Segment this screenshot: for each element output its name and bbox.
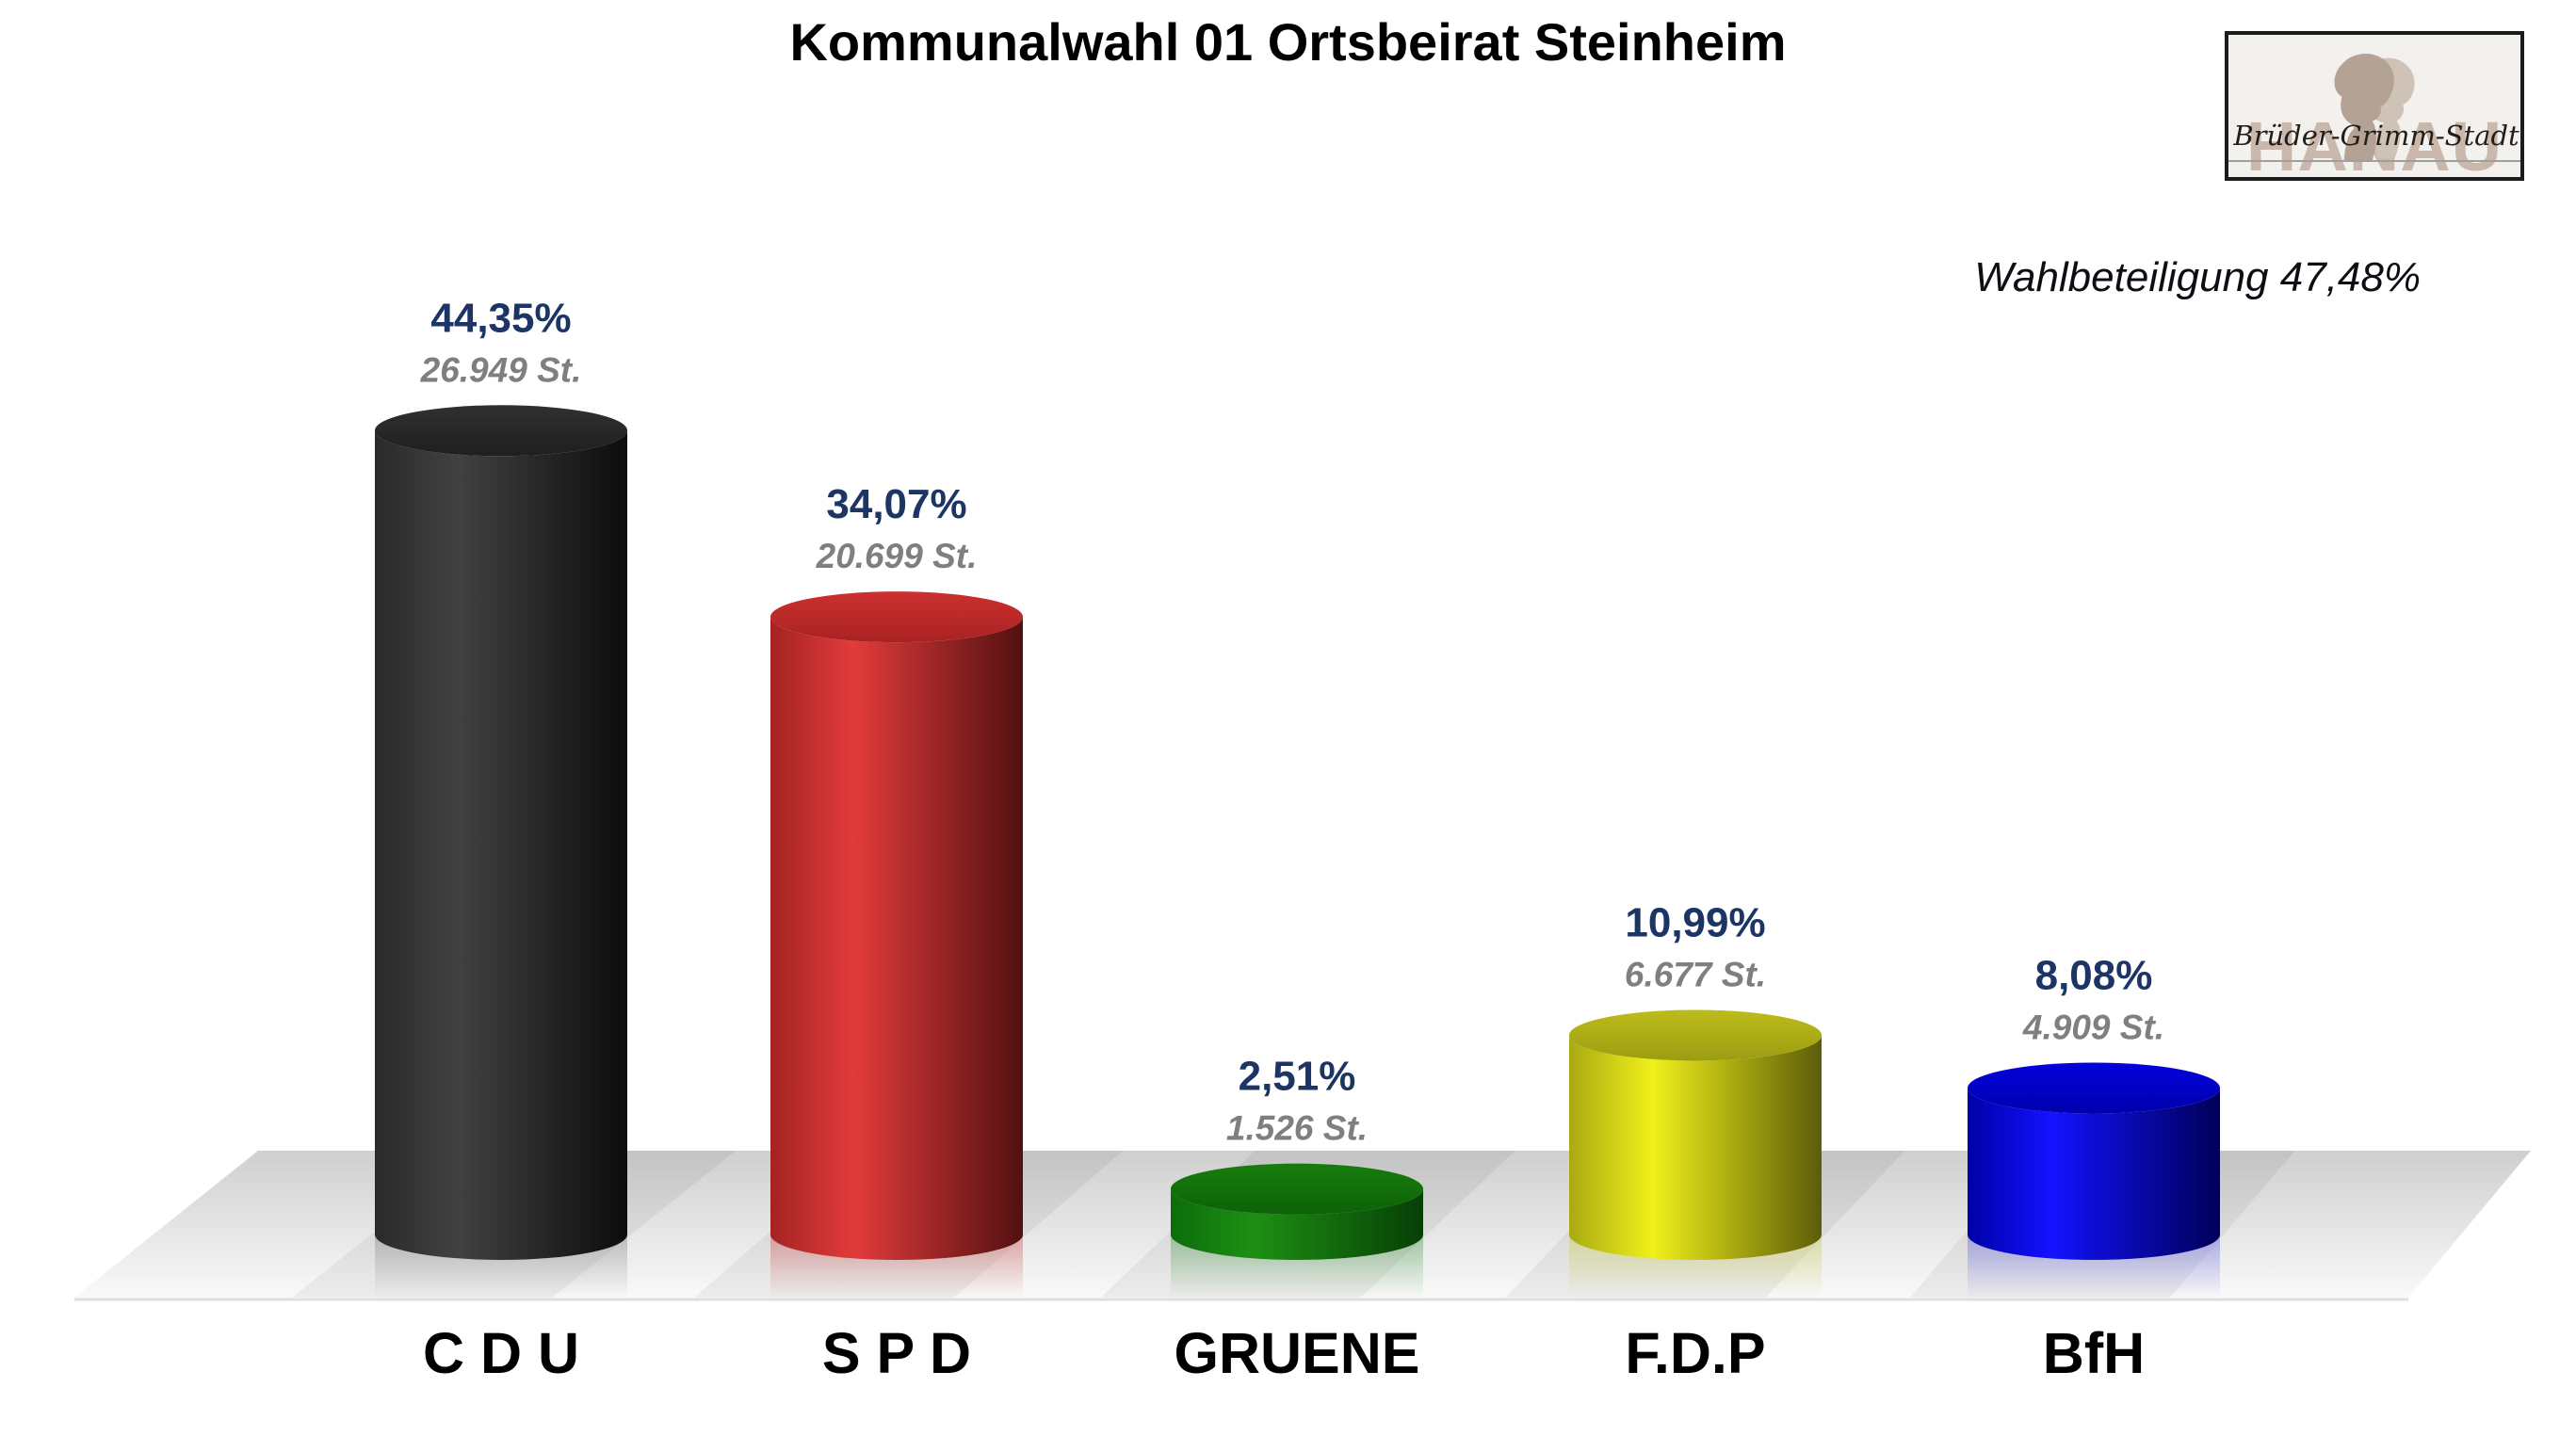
bar-votes-label: 6.677 St. xyxy=(1625,955,1766,993)
bar-percent-label: 8,08% xyxy=(2035,952,2153,998)
cylinder-top xyxy=(1569,1009,1822,1061)
cylinder-top xyxy=(375,405,627,457)
bar-reflection xyxy=(1171,1234,1423,1298)
grimm-brothers-icon xyxy=(2334,54,2415,161)
category-label: F.D.P xyxy=(1625,1321,1765,1385)
bar-votes-label: 4.909 St. xyxy=(2022,1008,2164,1046)
bar-reflection xyxy=(1569,1234,1822,1298)
chart-title: Kommunalwahl 01 Ortsbeirat Steinheim xyxy=(789,12,1787,72)
bar-votes-label: 26.949 St. xyxy=(420,350,582,389)
category-label: GRUENE xyxy=(1175,1321,1420,1385)
bar-votes-label: 20.699 St. xyxy=(816,537,978,575)
category-label: BfH xyxy=(2043,1321,2145,1385)
bar-cylinder-CDU xyxy=(375,405,627,1260)
bar-percent-label: 2,51% xyxy=(1239,1054,1356,1100)
logo-divider xyxy=(2228,160,2520,162)
bar-reflection xyxy=(770,1234,1023,1298)
cylinder-top xyxy=(1171,1163,1423,1215)
bar-reflection xyxy=(1968,1234,2220,1298)
bar-percent-label: 10,99% xyxy=(1625,899,1765,945)
cylinder-body xyxy=(1171,1188,1423,1260)
bar-votes-label: 1.526 St. xyxy=(1226,1109,1368,1148)
bar-cylinder-GRUENE xyxy=(1171,1163,1423,1260)
cylinder-top xyxy=(770,591,1023,643)
cylinder-body xyxy=(1569,1035,1822,1260)
bar-reflection xyxy=(375,1234,627,1298)
bar-percent-label: 34,07% xyxy=(826,481,966,527)
cylinder-body xyxy=(375,430,627,1260)
bar-cylinder-FDP xyxy=(1569,1009,1822,1260)
hanau-city-logo: HANAU Brüder-Grimm-Stadt xyxy=(2225,31,2524,181)
category-label: C D U xyxy=(423,1321,579,1385)
cylinder-top xyxy=(1968,1062,2220,1114)
bar-cylinder-SPD xyxy=(770,591,1023,1260)
bar-percent-label: 44,35% xyxy=(430,295,571,341)
cylinder-body xyxy=(1968,1088,2220,1260)
logo-script-text: Brüder-Grimm-Stadt xyxy=(2233,120,2519,152)
bar-cylinder-BfH xyxy=(1968,1062,2220,1260)
category-label: S P D xyxy=(822,1321,971,1385)
turnout-annotation: Wahlbeteiligung 47,48% xyxy=(1974,254,2421,300)
cylinder-body xyxy=(770,617,1023,1260)
